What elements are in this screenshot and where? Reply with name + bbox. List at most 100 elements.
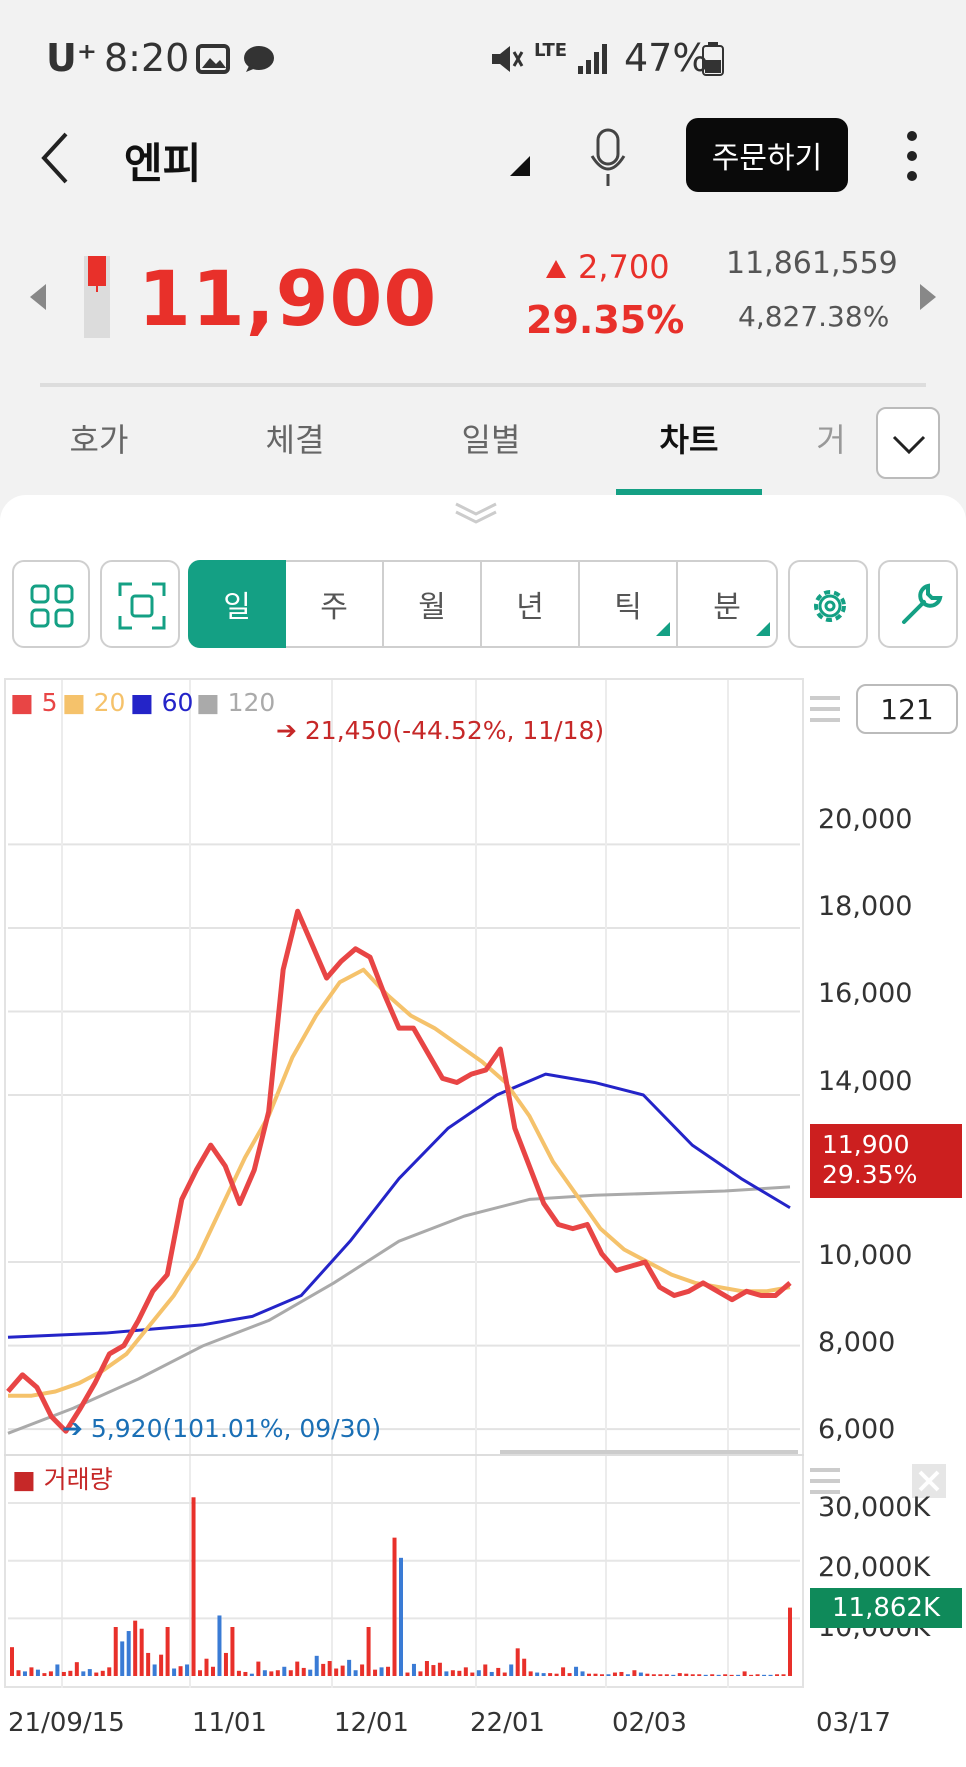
trade-volume: 11,861,559 — [726, 246, 898, 281]
volume-bar — [606, 1674, 611, 1676]
period-month[interactable]: 월 — [384, 560, 482, 648]
battery-icon — [702, 42, 724, 76]
volume-bar — [548, 1673, 553, 1676]
volume-bar — [723, 1674, 728, 1676]
volume-bar — [107, 1667, 112, 1676]
divider — [40, 383, 926, 387]
volume-bar — [35, 1669, 40, 1676]
ma120-line — [7, 1185, 791, 1435]
period-year[interactable]: 년 — [482, 560, 580, 648]
tab-more[interactable]: 거 — [816, 421, 846, 459]
volume-bar — [198, 1670, 203, 1676]
tab-orderbook[interactable]: 호가 — [69, 421, 129, 459]
chevron-down-icon — [892, 435, 926, 455]
dropdown-triangle-icon[interactable] — [508, 154, 532, 178]
volume-bar — [450, 1670, 455, 1676]
volume-bar — [690, 1674, 695, 1676]
microphone-icon[interactable] — [588, 126, 628, 190]
volume-bar — [651, 1674, 656, 1676]
volume-bar — [658, 1674, 663, 1676]
tools-button[interactable] — [878, 560, 958, 648]
volume-bar — [729, 1674, 734, 1676]
order-button[interactable]: 주문하기 — [686, 118, 848, 192]
volume-y-tick: 30,000K — [818, 1492, 931, 1523]
volume-bar — [42, 1673, 47, 1676]
tab-chart[interactable]: 차트 — [659, 421, 719, 459]
volume-bar — [120, 1641, 125, 1676]
volume-bar — [632, 1670, 637, 1676]
layout-grid-button[interactable] — [12, 560, 90, 648]
low-price-annotation: ➔ 5,920(101.01%, 09/30) — [62, 1414, 382, 1443]
volume-bar — [541, 1673, 546, 1676]
volume-bar — [574, 1666, 579, 1676]
volume-menu-icon[interactable] — [808, 1466, 842, 1496]
prev-stock-icon[interactable] — [28, 282, 48, 312]
volume-bar — [146, 1652, 151, 1676]
volume-bar — [275, 1670, 280, 1676]
stock-name[interactable]: 엔피 — [124, 139, 202, 188]
next-stock-icon[interactable] — [918, 282, 938, 312]
gear-icon — [814, 590, 846, 622]
volume-bar — [68, 1670, 73, 1676]
volume-bar — [230, 1627, 235, 1676]
volume-bar — [48, 1671, 53, 1676]
volume-bar — [703, 1674, 708, 1676]
x-tick: 12/01 — [334, 1708, 409, 1738]
up-triangle-icon — [546, 260, 566, 278]
volume-y-tick: 20,000K — [818, 1552, 931, 1583]
collapse-handle-icon[interactable] — [454, 500, 498, 526]
volume-bar — [269, 1671, 274, 1676]
volume-bar — [457, 1670, 462, 1676]
volume-bar — [476, 1670, 481, 1676]
tab-daily[interactable]: 일별 — [461, 421, 521, 459]
volume-bar — [554, 1673, 559, 1676]
volume-bar — [301, 1667, 306, 1676]
close-volume-button[interactable] — [912, 1464, 946, 1498]
volume-bar — [431, 1665, 436, 1676]
price-summary: 11,900 2,700 29.35% 11,861,559 4,827.38% — [0, 230, 966, 360]
volume-bar — [671, 1674, 676, 1676]
period-minute[interactable]: 분 — [713, 590, 741, 625]
expand-tabs-button[interactable] — [876, 407, 940, 479]
volume-bar — [87, 1669, 92, 1676]
settings-button[interactable] — [788, 560, 868, 648]
x-tick: 11/01 — [192, 1708, 267, 1738]
x-tick: 03/17 — [816, 1708, 891, 1738]
more-menu-icon[interactable] — [900, 126, 924, 186]
y-tick: 14,000 — [818, 1066, 913, 1097]
menu-icon[interactable] — [808, 694, 842, 724]
volume-bar — [736, 1674, 741, 1676]
volume-bar — [16, 1670, 21, 1676]
volume-bar — [405, 1672, 410, 1676]
y-tick: 6,000 — [818, 1414, 896, 1445]
volume-bar — [347, 1659, 352, 1676]
period-day[interactable]: 일 — [188, 560, 286, 648]
legend-ma5: ■ 5 — [10, 688, 58, 717]
back-icon[interactable] — [36, 128, 76, 188]
turnover-rate: 4,827.38% — [738, 300, 890, 333]
y-tick: 16,000 — [818, 978, 913, 1009]
volume-bar — [418, 1671, 423, 1676]
volume-bar — [314, 1655, 319, 1676]
status-bar: U⁺ 8:20 LTE 47% — [0, 0, 966, 110]
mute-icon — [492, 46, 524, 72]
volume-bar — [502, 1672, 507, 1676]
current-price-tag: 11,900 29.35% — [810, 1124, 962, 1198]
y-tick: 8,000 — [818, 1327, 896, 1358]
volume-bar — [243, 1671, 248, 1676]
tab-trades[interactable]: 체결 — [265, 421, 325, 459]
volume-bar — [61, 1671, 66, 1676]
volume-bar — [165, 1627, 170, 1676]
volume-bar — [522, 1658, 527, 1676]
volume-bar — [262, 1670, 267, 1676]
volume-bar — [684, 1673, 689, 1676]
fullscreen-button[interactable] — [100, 560, 180, 648]
stock-tabs: 호가 체결 일별 차트 거 — [0, 385, 966, 495]
period-week[interactable]: 주 — [286, 560, 384, 648]
minute-options-icon — [756, 622, 770, 636]
signal-icon — [578, 44, 607, 74]
period-tick[interactable]: 틱 — [580, 560, 678, 648]
x-tick: 21/09/15 — [8, 1708, 125, 1738]
volume-title: ■ 거래량 — [12, 1465, 113, 1494]
candle-count-box[interactable]: 121 — [856, 684, 958, 734]
